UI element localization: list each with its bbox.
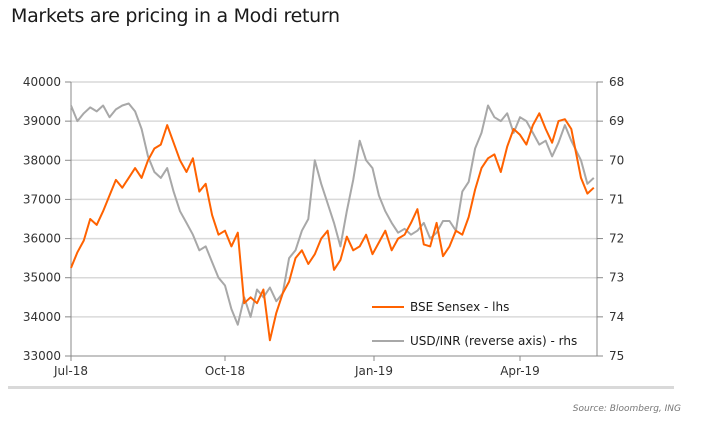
left-tick-label: 40000 <box>23 75 61 89</box>
left-tick-label: 38000 <box>23 153 61 167</box>
right-tick-label: 73 <box>609 271 624 285</box>
x-tick-label: Apr-19 <box>500 364 540 378</box>
right-tick-label: 72 <box>609 232 624 246</box>
gridlines <box>65 81 603 357</box>
left-tick-label: 33000 <box>23 349 61 363</box>
footer-divider <box>8 386 674 389</box>
x-tick-label: Oct-18 <box>205 364 245 378</box>
right-tick-label: 71 <box>609 192 624 206</box>
series-line-sensex <box>70 112 595 342</box>
left-tick-label: 36000 <box>23 232 61 246</box>
series-line-usdinr <box>70 102 595 326</box>
source-note: Source: Bloomberg, ING <box>572 404 681 414</box>
right-tick-label: 70 <box>609 153 624 167</box>
right-tick-label: 69 <box>609 114 624 128</box>
right-tick-label: 75 <box>609 349 624 363</box>
axes <box>70 82 598 357</box>
chart-title: Markets are pricing in a Modi return <box>11 5 340 27</box>
legend: BSE Sensex - lhs USD/INR (reverse axis) … <box>372 300 577 348</box>
right-tick-label: 68 <box>609 75 624 89</box>
right-tick-label: 74 <box>609 310 624 324</box>
series-group <box>70 102 595 342</box>
x-tick-label: Jan-19 <box>354 364 393 378</box>
left-axis-tick-labels: 33000 34000 35000 36000 37000 38000 39000 40000 <box>23 75 61 363</box>
left-tick-label: 37000 <box>23 192 61 206</box>
left-tick-label: 34000 <box>23 310 61 324</box>
right-axis-tick-labels: 68 69 70 71 72 73 74 75 <box>609 75 624 363</box>
legend-label-sensex: BSE Sensex - lhs <box>410 300 509 314</box>
legend-label-usdinr: USD/INR (reverse axis) - rhs <box>410 334 577 348</box>
left-tick-label: 39000 <box>23 114 61 128</box>
x-axis-tick-labels: Jul-18 Oct-18 Jan-19 Apr-19 <box>53 356 540 378</box>
left-tick-label: 35000 <box>23 271 61 285</box>
x-tick-label: Jul-18 <box>53 364 88 378</box>
